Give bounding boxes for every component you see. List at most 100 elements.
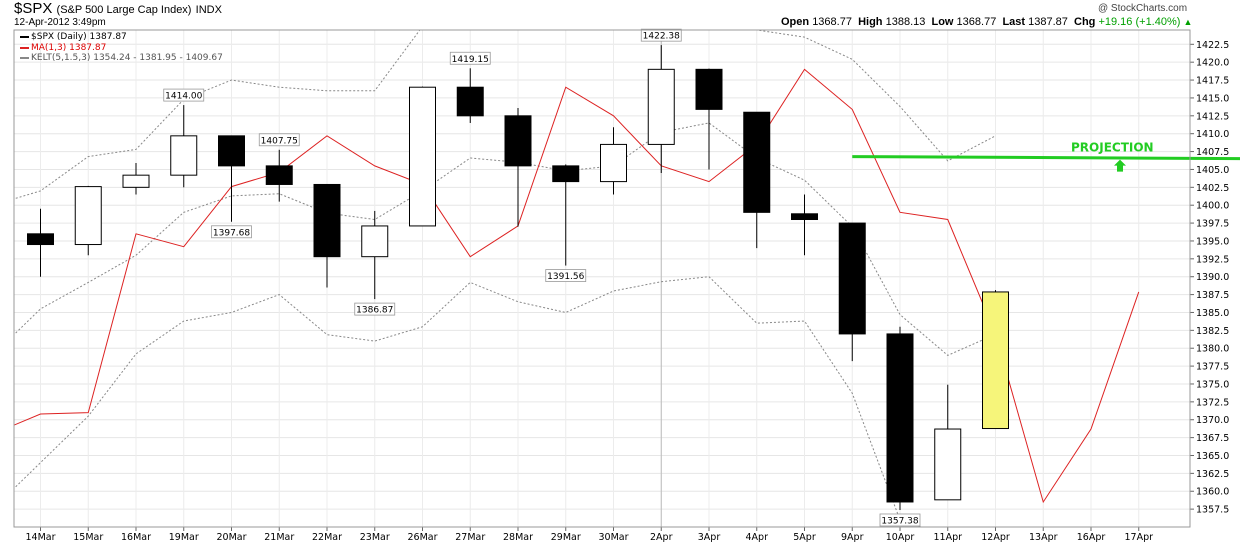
- x-tick-label: 16Mar: [121, 532, 151, 543]
- up-arrow-icon: ▲: [1183, 17, 1193, 27]
- y-tick-label: 1372.5: [1196, 397, 1229, 408]
- price-annotation: 1391.56: [545, 269, 587, 282]
- x-tick-label: 5Apr: [793, 532, 816, 543]
- keltner-channels: [14, 30, 996, 527]
- x-tick-label: 13Apr: [1029, 532, 1058, 543]
- y-tick-label: 1387.5: [1196, 290, 1229, 301]
- y-tick-label: 1375.0: [1196, 379, 1229, 390]
- legend-price: $SPX (Daily) 1387.87: [20, 32, 127, 42]
- x-tick-label: 2Apr: [650, 532, 673, 543]
- price-annotation: 1422.38: [640, 28, 682, 42]
- candle-5Apr: [791, 194, 818, 256]
- y-tick-label: 1380.0: [1196, 344, 1229, 355]
- candle-body: [791, 213, 818, 221]
- candle-body: [743, 111, 771, 213]
- legend-swatch-price: [20, 35, 29, 38]
- price-annotation: 1357.38: [879, 513, 921, 527]
- candle-body: [456, 86, 484, 117]
- y-tick-label: 1410.0: [1196, 129, 1229, 140]
- price-annotation: 1386.87: [354, 302, 396, 316]
- candle-16Mar: [122, 163, 150, 195]
- candle-body: [361, 225, 389, 258]
- candle-4Apr: [743, 111, 771, 249]
- x-tick-label: 20Mar: [216, 532, 246, 543]
- candle-body: [886, 333, 914, 503]
- high-label: High: [858, 16, 883, 28]
- annotation-label: 1419.15: [452, 55, 489, 65]
- candle-body: [695, 68, 723, 110]
- legend-ma-text: MA(1,3) 1387.87: [31, 43, 107, 53]
- y-tick-label: 1412.5: [1196, 111, 1229, 122]
- legend-swatch-kelt: [20, 56, 29, 59]
- candle-26Mar: [409, 86, 436, 227]
- last-label: Last: [1002, 16, 1026, 28]
- annotation-label: 1391.56: [547, 272, 584, 282]
- price-annotation: 1419.15: [449, 51, 491, 65]
- y-tick-label: 1420.0: [1196, 58, 1229, 69]
- y-tick-label: 1377.5: [1196, 362, 1229, 373]
- candle-21Mar: [265, 149, 293, 202]
- candle-11Apr: [934, 384, 962, 501]
- y-tick-label: 1365.0: [1196, 451, 1229, 462]
- candle-30Mar: [600, 127, 627, 195]
- price-annotation: 1397.68: [211, 225, 252, 239]
- x-tick-label: 22Mar: [312, 532, 342, 543]
- watermark: @ StockCharts.com: [1098, 3, 1188, 14]
- chg-label: Chg: [1074, 16, 1096, 28]
- candle-body: [504, 115, 532, 167]
- annotations: 1414.00 1397.68 1407.75 1386.87 1419.15 1391.…: [163, 28, 921, 527]
- y-tick-label: 1382.5: [1196, 326, 1229, 337]
- candlesticks: [27, 45, 1009, 510]
- legend-ma: MA(1,3) 1387.87: [20, 43, 106, 53]
- kelt-middle-line: [14, 122, 996, 356]
- legend-price-text: $SPX (Daily) 1387.87: [31, 32, 127, 42]
- x-tick-label: 16Apr: [1077, 532, 1106, 543]
- x-tick-label: 9Apr: [841, 532, 864, 543]
- x-tick-label: 14Mar: [25, 532, 55, 543]
- y-tick-label: 1417.5: [1196, 76, 1229, 87]
- y-axis: 1357.5 1360.0 1362.5 1365.0 1367.5 1370.0 1372…: [1190, 40, 1229, 516]
- open-label: Open: [781, 16, 810, 28]
- y-tick-label: 1400.0: [1196, 201, 1229, 212]
- ohlc-readout: Open 1368.77 High 1388.13 Low 1368.77 La…: [781, 16, 1192, 28]
- annotation-box: [879, 513, 921, 527]
- x-tick-label: 10Apr: [886, 532, 915, 543]
- x-tick-label: 23Mar: [360, 532, 390, 543]
- candle-body: [170, 135, 198, 176]
- moving-average-series: [14, 68, 1140, 504]
- annotation-label: 1414.00: [165, 92, 202, 102]
- candle-15Mar: [74, 185, 102, 256]
- y-tick-label: 1395.0: [1196, 236, 1229, 247]
- last-value: 1387.87: [1028, 16, 1068, 28]
- annotation-label: 1422.38: [643, 32, 680, 42]
- y-tick-label: 1397.5: [1196, 219, 1229, 230]
- plot-background: [14, 30, 1190, 527]
- y-tick-label: 1422.5: [1196, 40, 1229, 51]
- annotation-label: 1397.68: [213, 228, 250, 238]
- candle-12Apr: [982, 290, 1009, 430]
- legend-swatch-ma: [20, 46, 29, 49]
- y-tick-label: 1390.0: [1196, 272, 1229, 283]
- x-tick-label: 3Apr: [698, 532, 721, 543]
- candle-22Mar: [313, 183, 341, 288]
- ma-line: [14, 68, 1140, 504]
- annotation-label: 1407.75: [261, 136, 298, 146]
- candle-body: [74, 186, 102, 246]
- chart-date: 12-Apr-2012 3:49pm: [14, 17, 106, 28]
- chg-value: +19.16 (+1.40%): [1098, 16, 1181, 28]
- x-tick-label: 4Apr: [746, 532, 769, 543]
- candle-29Mar: [552, 164, 580, 266]
- symbol-label: $SPX: [14, 0, 53, 17]
- candle-body: [218, 135, 245, 167]
- candle-body: [600, 143, 627, 183]
- candle-body: [934, 428, 962, 501]
- candle-9Apr: [838, 222, 866, 362]
- y-tick-label: 1357.5: [1196, 505, 1229, 516]
- annotation-box: [545, 269, 587, 282]
- annotation-box: [211, 225, 252, 239]
- y-tick-label: 1367.5: [1196, 433, 1229, 444]
- candle-body: [313, 183, 341, 258]
- y-tick-label: 1407.5: [1196, 147, 1229, 158]
- up-arrow-icon: [1114, 159, 1126, 172]
